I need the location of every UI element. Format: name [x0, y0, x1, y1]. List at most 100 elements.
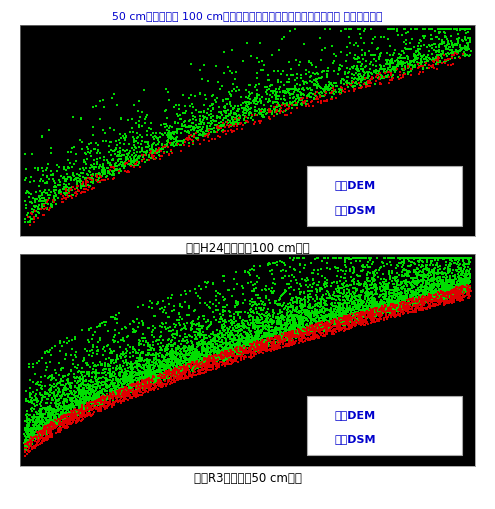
Point: [37, 416, 45, 425]
Point: [105, 391, 113, 400]
Point: [341, 318, 348, 326]
Point: [86, 402, 94, 410]
Point: [291, 267, 298, 275]
Point: [375, 56, 383, 64]
Point: [165, 301, 173, 309]
Point: [462, 284, 470, 292]
Point: [239, 335, 247, 343]
Point: [285, 326, 293, 334]
Point: [401, 277, 409, 286]
Point: [164, 363, 172, 371]
Point: [74, 397, 82, 405]
Point: [327, 314, 335, 322]
Point: [137, 382, 145, 390]
Point: [377, 298, 385, 306]
Point: [163, 115, 171, 123]
Point: [159, 336, 167, 345]
Point: [395, 297, 402, 305]
Point: [50, 419, 57, 428]
Point: [122, 385, 130, 393]
Point: [189, 113, 197, 121]
Point: [426, 270, 434, 278]
Point: [161, 357, 169, 365]
Point: [183, 360, 191, 368]
Point: [128, 382, 136, 390]
Point: [321, 322, 329, 330]
Point: [181, 366, 189, 374]
Point: [58, 412, 66, 420]
Point: [39, 427, 47, 435]
Point: [357, 35, 365, 43]
Point: [51, 180, 59, 188]
Point: [393, 62, 401, 70]
Point: [115, 162, 123, 170]
Point: [138, 158, 146, 166]
Point: [104, 169, 112, 177]
Point: [398, 290, 406, 298]
Point: [384, 302, 392, 310]
Point: [59, 412, 67, 420]
Point: [38, 133, 46, 141]
Point: [302, 93, 310, 101]
Point: [248, 335, 256, 343]
Point: [283, 312, 291, 320]
Point: [65, 190, 73, 198]
Point: [434, 292, 442, 300]
Point: [155, 358, 163, 366]
Point: [438, 288, 446, 296]
Point: [287, 317, 295, 325]
Point: [260, 62, 268, 70]
Point: [451, 294, 459, 302]
Point: [445, 262, 452, 270]
Point: [104, 400, 112, 408]
Point: [128, 381, 136, 389]
Point: [266, 116, 274, 124]
Point: [64, 173, 72, 181]
Point: [63, 415, 71, 423]
Point: [339, 322, 346, 330]
Point: [133, 364, 141, 372]
Point: [262, 293, 270, 301]
Point: [440, 284, 448, 292]
Point: [426, 290, 434, 298]
Point: [346, 316, 354, 324]
Point: [269, 338, 277, 347]
Point: [207, 319, 215, 327]
Point: [434, 280, 442, 289]
Point: [258, 338, 266, 347]
Point: [446, 275, 454, 284]
Point: [126, 360, 134, 369]
Point: [68, 398, 76, 406]
Point: [446, 288, 454, 296]
Point: [427, 254, 435, 263]
Point: [85, 405, 93, 413]
Point: [357, 63, 365, 71]
Point: [231, 322, 239, 330]
Point: [108, 163, 116, 172]
Point: [40, 437, 48, 445]
Point: [49, 422, 57, 431]
Point: [84, 175, 92, 183]
Point: [173, 366, 181, 374]
Point: [192, 355, 200, 363]
Point: [227, 327, 235, 335]
Point: [218, 315, 226, 323]
Point: [241, 348, 248, 356]
Point: [412, 291, 420, 299]
Point: [390, 60, 397, 68]
Point: [368, 279, 376, 287]
Point: [130, 142, 138, 150]
Point: [415, 298, 423, 306]
Point: [454, 282, 462, 291]
Point: [326, 327, 334, 335]
Point: [304, 334, 312, 343]
Point: [265, 108, 273, 117]
Point: [212, 351, 220, 359]
Point: [459, 290, 467, 298]
Point: [399, 67, 407, 75]
Point: [83, 368, 91, 376]
Point: [223, 324, 231, 332]
Point: [115, 393, 123, 402]
Point: [144, 380, 151, 388]
Point: [444, 25, 451, 34]
